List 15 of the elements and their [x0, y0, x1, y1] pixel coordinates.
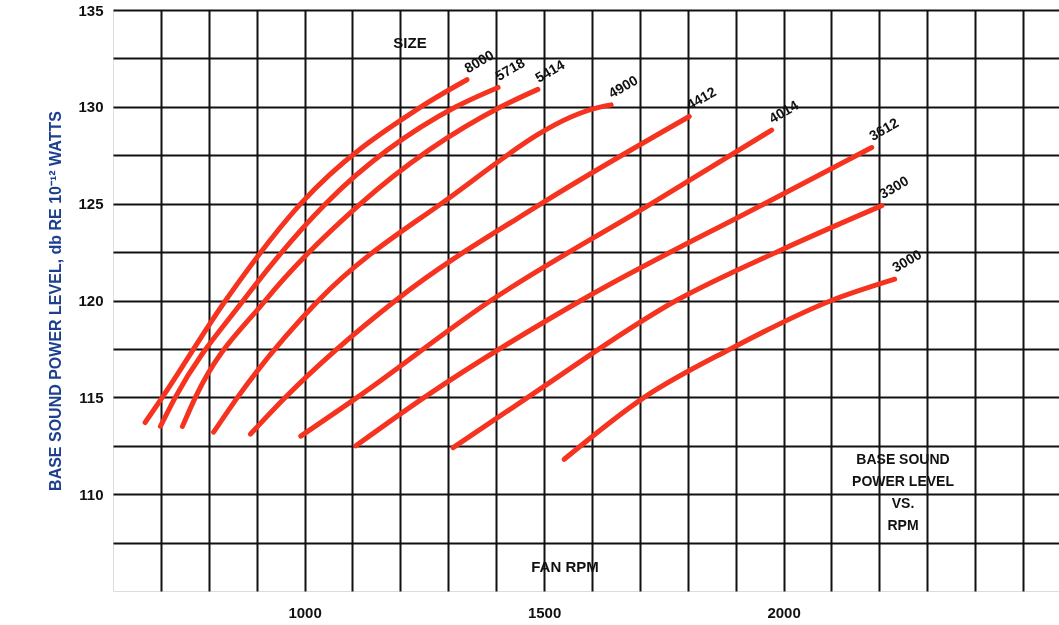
x-tick-label: 1000: [288, 603, 322, 621]
y-tick-label: 125: [78, 195, 104, 213]
y-tick-label: 120: [78, 292, 104, 309]
y-tick-label: 115: [79, 388, 104, 406]
text: 5718: [492, 54, 528, 84]
text: 3000: [889, 245, 925, 276]
text: 4412: [683, 83, 719, 113]
text: 3300: [876, 172, 912, 202]
y-tick-label: 110: [79, 485, 104, 503]
x-tick-label: 1500: [527, 603, 562, 621]
y-axis-title: BASE SOUND POWER LEVEL, db RE 10⁻¹² WATTS: [47, 110, 65, 491]
y-tick-label: 130: [78, 98, 104, 116]
text: 4900: [605, 71, 641, 102]
x-tick-label: 2000: [767, 603, 801, 621]
y-tick-label: 135: [78, 1, 104, 19]
